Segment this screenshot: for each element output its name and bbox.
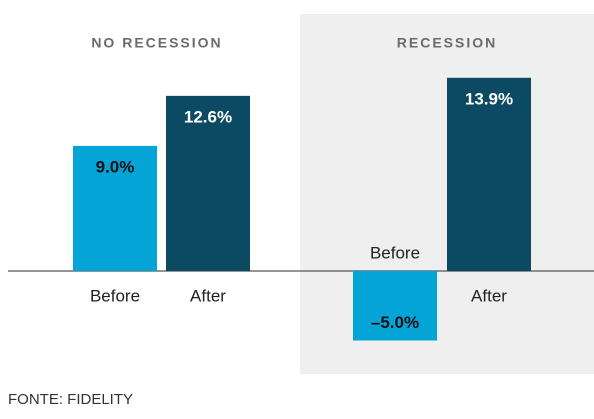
source: FONTE: FIDELITY xyxy=(8,391,133,408)
value-label: 9.0% xyxy=(96,157,135,176)
bar xyxy=(73,145,157,271)
bar xyxy=(447,77,531,271)
value-label: 13.9% xyxy=(465,89,513,108)
bar xyxy=(353,271,437,341)
bar xyxy=(166,95,250,271)
value-label: –5.0% xyxy=(371,313,419,332)
category-label: Before xyxy=(90,286,140,305)
category-label: After xyxy=(190,286,226,305)
category-label: After xyxy=(471,286,507,305)
panel-title: RECESSION xyxy=(397,35,497,51)
value-label: 12.6% xyxy=(184,107,232,126)
category-label: Before xyxy=(370,243,420,262)
panel-title: NO RECESSION xyxy=(91,35,222,51)
